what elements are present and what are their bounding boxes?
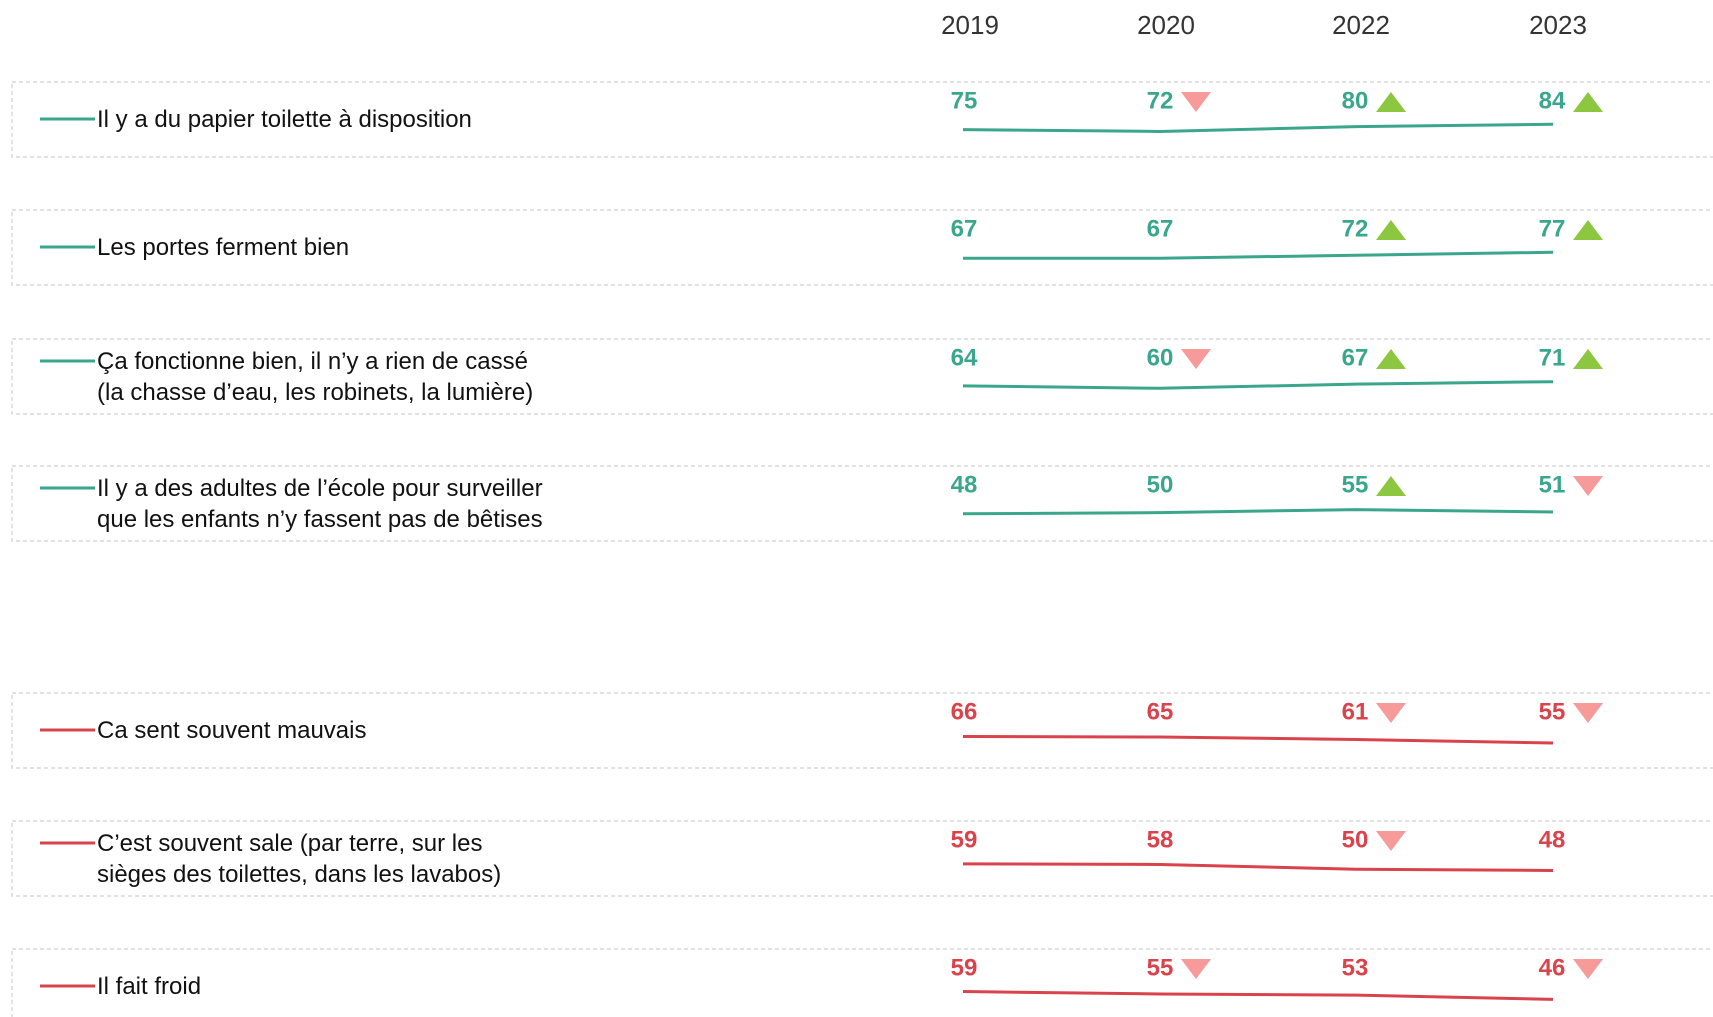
value-label: 75 <box>951 87 978 114</box>
value-label: 55 <box>1147 954 1174 981</box>
value-label: 72 <box>1147 87 1174 114</box>
trend-down <box>1573 703 1603 723</box>
trend-down <box>1573 476 1603 496</box>
series-name: Il y a du papier toilette à disposition <box>97 106 472 133</box>
series-line <box>962 990 1554 1001</box>
series-line <box>962 862 1554 872</box>
value-label: 67 <box>1342 344 1369 371</box>
value-label: 53 <box>1342 954 1369 981</box>
value-label: 55 <box>1342 471 1369 498</box>
series-line <box>962 122 1554 133</box>
trend-up <box>1376 92 1406 112</box>
value-label: 50 <box>1342 826 1369 853</box>
value-label: 59 <box>951 826 978 853</box>
series-name: Il y a des adultes de l’école pour surve… <box>97 474 543 533</box>
series-line <box>962 508 1554 516</box>
value-label: 84 <box>1539 87 1566 114</box>
value-label: 65 <box>1147 698 1174 725</box>
value-label: 72 <box>1342 215 1369 242</box>
year-header: 2022 <box>1332 10 1390 40</box>
value-label: 48 <box>951 471 978 498</box>
trend-down <box>1573 959 1603 979</box>
year-header: 2019 <box>941 10 999 40</box>
series-line <box>963 250 1554 260</box>
trend-down <box>1376 703 1406 723</box>
value-label: 60 <box>1147 344 1174 371</box>
value-label: 66 <box>951 698 978 725</box>
trend-up <box>1376 220 1406 240</box>
row-box <box>11 948 1713 1017</box>
trend-up <box>1573 220 1603 240</box>
series-line <box>962 734 1554 745</box>
value-label: 77 <box>1539 215 1566 242</box>
value-label: 51 <box>1539 471 1566 498</box>
value-label: 46 <box>1539 954 1566 981</box>
value-label: 58 <box>1147 826 1174 853</box>
trend-down <box>1181 349 1211 369</box>
year-header: 2023 <box>1529 10 1587 40</box>
trend-up <box>1573 349 1603 369</box>
row-box <box>11 81 1713 158</box>
value-label: 71 <box>1539 344 1566 371</box>
trend-down <box>1376 831 1406 851</box>
trend-up <box>1376 476 1406 496</box>
series-name: Il fait froid <box>97 973 202 1000</box>
value-label: 67 <box>951 215 978 242</box>
trend-down <box>1181 959 1211 979</box>
series-name: Ça fonctionne bien, il n’y a rien de cas… <box>97 347 534 406</box>
value-label: 80 <box>1342 87 1369 114</box>
row-box <box>11 465 1713 542</box>
row-box <box>11 820 1713 897</box>
row-box <box>11 692 1713 769</box>
series-name: Les portes ferment bien <box>97 234 350 261</box>
trend-up <box>1376 349 1406 369</box>
trend-down <box>1181 92 1211 112</box>
series-name: C’est souvent sale (par terre, sur les s… <box>97 829 502 888</box>
trend-up <box>1573 92 1603 112</box>
year-header: 2020 <box>1137 10 1195 40</box>
row-box <box>11 338 1713 415</box>
value-label: 67 <box>1147 215 1174 242</box>
value-label: 61 <box>1342 698 1369 725</box>
value-label: 59 <box>951 954 978 981</box>
row-box <box>11 209 1713 286</box>
value-label: 55 <box>1539 698 1566 725</box>
series-name: Ca sent souvent mauvais <box>97 717 367 744</box>
value-label: 50 <box>1147 471 1174 498</box>
value-label: 48 <box>1539 826 1566 853</box>
value-label: 64 <box>951 344 978 371</box>
series-line <box>962 380 1554 390</box>
